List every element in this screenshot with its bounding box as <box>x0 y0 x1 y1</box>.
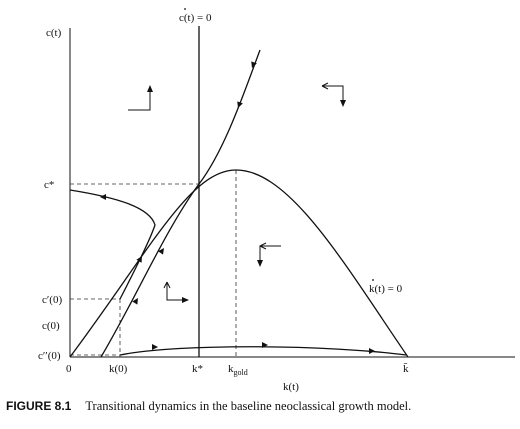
caption-label: FIGURE 8.1 <box>6 399 72 413</box>
y-tick-c0: c(0) <box>42 320 60 332</box>
y-tick-c-star: c* <box>44 179 54 191</box>
field-head-rm-left <box>259 242 267 250</box>
y-axis-label: c(t) <box>46 27 62 39</box>
caption-text: Transitional dynamics in the baseline ne… <box>85 399 412 413</box>
path-from-c-double-prime <box>119 346 407 356</box>
field-arrow-upper-right <box>322 85 346 107</box>
saddle-path <box>100 49 261 358</box>
path-from-c-prime <box>69 189 156 300</box>
c-double-prime-arrow-1 <box>152 344 158 350</box>
x-tick-k-gold: kgold <box>228 363 248 377</box>
x-tick-k-star: k* <box>192 363 203 375</box>
path-arrows <box>100 61 375 354</box>
figure-caption: FIGURE 8.1 Transitional dynamics in the b… <box>6 399 516 414</box>
k-dot-zero-label: k(t) = 0 <box>369 283 403 295</box>
c-double-prime-arrow-2 <box>262 342 268 348</box>
c-prime-arrow-1 <box>136 256 142 263</box>
origin-label: 0 <box>66 363 72 375</box>
k-gold-main: k <box>228 363 234 375</box>
field-head-lm-up <box>163 281 171 289</box>
k-gold-subscript: gold <box>234 368 248 377</box>
field-arrow-upper-left <box>128 85 153 111</box>
saddle-arrow-1 <box>132 298 138 305</box>
direction-field <box>128 85 346 303</box>
field-arrow-lower-middle <box>166 282 189 303</box>
x-tick-k0: k(0) <box>109 363 128 375</box>
field-head-ur-left <box>321 82 329 90</box>
saddle-arrow-2 <box>158 248 164 255</box>
c-double-prime-arrow-3 <box>369 348 375 354</box>
x-axis-label: k(t) <box>283 381 299 393</box>
saddle-arrow-3 <box>237 101 243 108</box>
y-tick-c-double-prime: c′′(0) <box>38 350 61 362</box>
direction-field-heads <box>128 82 329 289</box>
y-tick-c-prime: c′(0) <box>42 294 62 306</box>
field-arrow-right-middle <box>257 245 281 267</box>
c-prime-arrow-2 <box>100 194 106 200</box>
c-dot-zero-label: c(t) = 0 <box>179 12 212 24</box>
dashed-guides <box>70 170 237 357</box>
k-dot-zero-locus <box>69 169 409 358</box>
saddle-arrow-4 <box>251 61 257 68</box>
x-tick-k-bar: k̄ <box>403 363 409 375</box>
